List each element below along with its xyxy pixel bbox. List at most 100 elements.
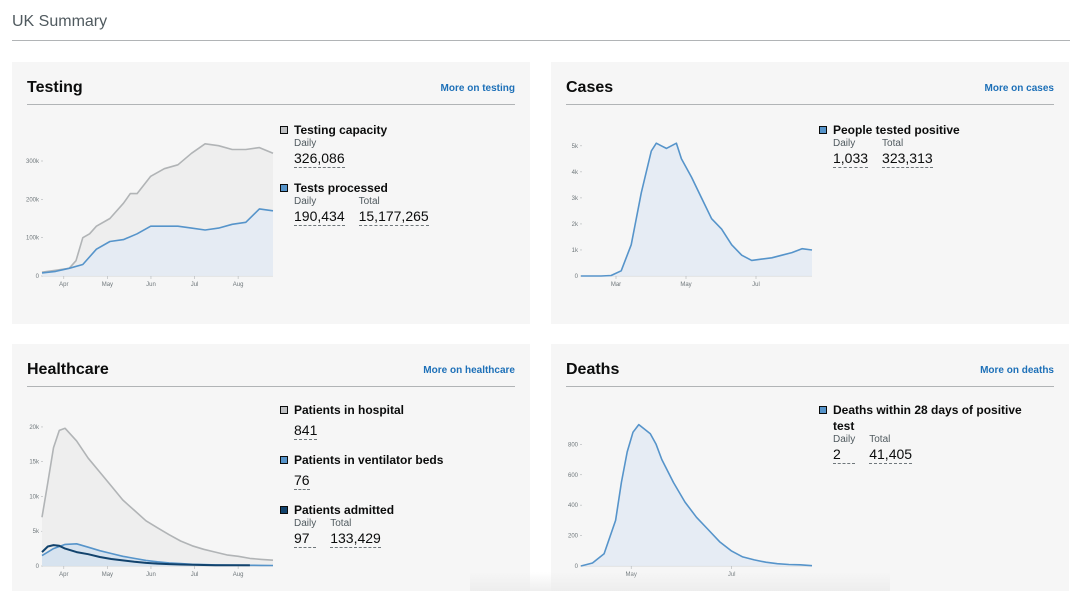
x-tick-label: Jul xyxy=(191,572,199,578)
metric-value-group: Total 133,429 xyxy=(330,518,381,548)
metric-values: Daily 1,033 Total 323,313 xyxy=(833,138,1059,168)
metric-name: People tested positive xyxy=(833,123,960,137)
metric-heading: Patients in hospital xyxy=(280,402,520,418)
card-divider xyxy=(566,386,1054,387)
deaths-card: Deaths More on deaths 0200400600800MayJu… xyxy=(551,344,1069,591)
metric-value[interactable]: 41,405 xyxy=(869,446,913,464)
y-tick-label: 3k xyxy=(572,196,579,202)
testing-card-title: Testing xyxy=(27,79,83,96)
legend-swatch-icon xyxy=(280,126,288,134)
metric-heading: Tests processed xyxy=(280,180,520,196)
metric-value-group: Daily 2 xyxy=(833,434,856,464)
series-line-deaths-within-28-days-of-positive-test xyxy=(580,423,813,567)
metric-value[interactable]: 841 xyxy=(294,422,318,440)
metric-value-group: Daily 190,434 xyxy=(294,196,345,226)
y-tick-label: 800 xyxy=(568,442,579,448)
metric-value-group: 76 xyxy=(294,472,310,490)
metric-values: Daily 2 Total 41,405 xyxy=(833,434,1041,464)
metric-value-label: Total xyxy=(330,518,352,529)
x-tick-label: Jul xyxy=(191,282,199,288)
y-tick-label: 200k xyxy=(26,197,40,203)
metric-values: 76 xyxy=(294,468,520,490)
metric-values: Daily 190,434 Total 15,177,265 xyxy=(294,196,520,226)
metric-name: Deaths within 28 days of positive test xyxy=(833,403,1022,433)
bottom-fade xyxy=(470,572,890,591)
metric-value[interactable]: 15,177,265 xyxy=(358,208,429,226)
legend-swatch-icon xyxy=(280,506,288,514)
metric-value-label: Daily xyxy=(294,518,317,529)
metric-tests-processed: Tests processed Daily 190,434 Total 15,177,2… xyxy=(280,180,520,226)
y-tick-label: 4k xyxy=(572,170,579,176)
metric-value[interactable]: 76 xyxy=(294,472,310,490)
metric-heading: Patients in ventilator beds xyxy=(280,452,520,468)
legend-swatch-icon xyxy=(280,456,288,464)
metric-heading: Patients admitted xyxy=(280,502,520,518)
metric-people-tested-positive: People tested positive Daily 1,033 Total 323… xyxy=(819,122,1059,168)
y-tick-label: 200 xyxy=(568,534,579,540)
metric-patients-in-hospital: Patients in hospital 841 xyxy=(280,402,520,440)
testing-chart: 0 100k 200k 300k Apr May Jun Jul Aug xyxy=(26,143,274,288)
x-tick-label: May xyxy=(102,572,113,578)
y-tick-label: 5k xyxy=(572,144,579,150)
x-tick-label: May xyxy=(680,282,691,288)
x-tick-label: Apr xyxy=(59,572,68,578)
testing-card: Testing More on testing 0 100k 200k 300k Apr… xyxy=(12,62,530,324)
metric-name: Tests processed xyxy=(294,181,388,195)
metric-heading: People tested positive xyxy=(819,122,1059,138)
healthcare-card: Healthcare More on healthcare 0 5k 10k 15k 2… xyxy=(12,344,530,591)
series-area-people-tested-positive xyxy=(581,143,812,276)
metric-value[interactable]: 1,033 xyxy=(833,150,869,168)
series-line-people-tested-positive xyxy=(581,142,813,277)
cases-card: Cases More on cases 0 1k 2k 3k 4k 5k Mar May Jul… xyxy=(551,62,1069,324)
card-divider xyxy=(566,104,1054,105)
y-tick-label: 0 xyxy=(575,274,579,280)
y-tick-label: 300k xyxy=(26,159,40,165)
y-tick-label: 5k xyxy=(33,529,40,535)
metric-patients-admitted: Patients admitted Daily 97 Total 133,429 xyxy=(280,502,520,548)
metric-value-label: Total xyxy=(869,434,891,445)
legend-swatch-icon xyxy=(819,406,827,414)
metric-value[interactable]: 190,434 xyxy=(294,208,345,226)
metric-name: Patients in ventilator beds xyxy=(294,453,444,467)
deaths-metrics: Deaths within 28 days of positive test Da… xyxy=(819,402,1041,476)
metric-value-group: Total 323,313 xyxy=(882,138,933,168)
metric-value[interactable]: 2 xyxy=(833,446,856,464)
metric-deaths-within-28-days-of-positive-test: Deaths within 28 days of positive test Da… xyxy=(819,402,1041,464)
more-on-testing-link[interactable]: More on testing xyxy=(440,83,515,94)
metric-value-label: Total xyxy=(882,138,904,149)
metric-values: Daily 97 Total 133,429 xyxy=(294,518,520,548)
metric-value[interactable]: 97 xyxy=(294,530,317,548)
cases-chart: 0 1k 2k 3k 4k 5k Mar May Jul xyxy=(572,142,813,288)
cases-metrics: People tested positive Daily 1,033 Total 323… xyxy=(819,122,1059,180)
more-on-healthcare-link[interactable]: More on healthcare xyxy=(423,365,515,376)
metric-value-group: Daily 1,033 xyxy=(833,138,869,168)
cases-card-title: Cases xyxy=(566,79,614,96)
more-on-deaths-link[interactable]: More on deaths xyxy=(980,365,1054,376)
card-divider xyxy=(27,104,515,105)
x-tick-label: Aug xyxy=(233,572,244,578)
healthcare-chart: 0 5k 10k 15k 20k Apr May Jun Jul Aug xyxy=(29,425,274,578)
deaths-card-title: Deaths xyxy=(566,361,620,378)
metric-testing-capacity: Testing capacity Daily 326,086 xyxy=(280,122,520,168)
metric-value-group: Total 15,177,265 xyxy=(358,196,429,226)
y-tick-label: 600 xyxy=(568,473,579,479)
series-line-tests-processed xyxy=(41,208,274,274)
x-tick-label: Aug xyxy=(233,282,244,288)
metric-value[interactable]: 133,429 xyxy=(330,530,381,548)
series-line-patients-in-hospital xyxy=(41,427,274,561)
series-line-testing-capacity xyxy=(41,143,274,273)
metric-value-label: Daily xyxy=(833,434,856,445)
y-tick-label: 0 xyxy=(36,564,40,570)
more-on-cases-link[interactable]: More on cases xyxy=(984,83,1054,94)
y-tick-label: 2k xyxy=(572,222,579,228)
metric-value[interactable]: 326,086 xyxy=(294,150,345,168)
legend-swatch-icon xyxy=(819,126,827,134)
card-divider xyxy=(27,386,515,387)
metric-name: Testing capacity xyxy=(294,123,388,137)
y-tick-label: 15k xyxy=(29,460,40,466)
metric-value-group: 841 xyxy=(294,422,318,440)
series-area-patients-in-ventilator-beds xyxy=(42,543,273,566)
metric-value[interactable]: 323,313 xyxy=(882,150,933,168)
metric-value-label: Daily xyxy=(833,138,856,149)
metric-value-label: Daily xyxy=(294,196,317,207)
